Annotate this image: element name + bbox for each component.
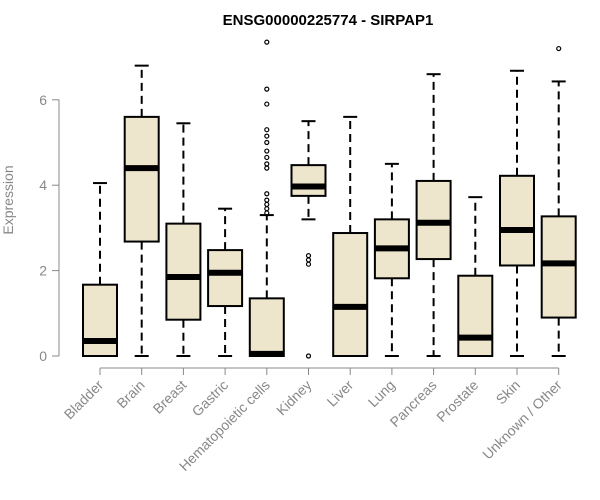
- x-tick-label: Breast: [150, 377, 190, 417]
- box-group: [373, 162, 410, 357]
- box-group: [499, 69, 535, 357]
- box-group: [415, 73, 452, 357]
- x-tick-label: Unknown / Other: [479, 377, 565, 463]
- box-iqr: [165, 222, 202, 321]
- box-iqr: [499, 174, 535, 267]
- x-tick-label: Liver: [324, 377, 357, 410]
- x-tick-label: Skin: [493, 377, 524, 408]
- outlier-point: [264, 191, 270, 197]
- y-tick-label: 4: [39, 177, 47, 193]
- box-group: [540, 45, 577, 357]
- outlier-point: [264, 197, 270, 203]
- box-iqr: [332, 232, 369, 357]
- box-iqr: [290, 164, 327, 197]
- box-group: [123, 64, 160, 357]
- outlier-point: [264, 206, 270, 212]
- box-iqr: [123, 115, 160, 243]
- outlier-point: [556, 45, 562, 52]
- outlier-point: [264, 133, 270, 139]
- y-tick-label: 2: [39, 263, 47, 279]
- outlier-point: [305, 253, 312, 259]
- box-group: [248, 39, 285, 358]
- box-group: [207, 207, 244, 357]
- outlier-point: [264, 39, 270, 45]
- outlier-point: [264, 86, 270, 92]
- outlier-point: [264, 139, 270, 146]
- box-group: [290, 120, 327, 359]
- x-tick-label: Kidney: [273, 377, 315, 419]
- box-group: [165, 122, 202, 357]
- box-iqr: [82, 283, 118, 358]
- box-iqr: [540, 215, 577, 319]
- box-iqr: [457, 274, 494, 357]
- chart-title: ENSG00000225774 - SIRPAP1: [223, 12, 434, 29]
- y-tick-label: 6: [39, 92, 47, 108]
- box-group: [332, 115, 369, 357]
- outlier-point: [305, 257, 312, 263]
- outlier-point: [264, 165, 270, 171]
- box-group: [457, 196, 494, 357]
- boxes: [82, 39, 577, 359]
- y-tick-label: 0: [39, 348, 47, 364]
- y-axis-label: Expression: [0, 165, 16, 234]
- x-tick-label: Brain: [113, 377, 147, 411]
- box-iqr: [207, 249, 244, 308]
- x-tick-label: Bladder: [61, 377, 107, 423]
- x-tick-label: Prostate: [433, 377, 481, 425]
- outlier-point: [264, 201, 270, 208]
- outlier-point: [264, 161, 270, 167]
- x-tick-label: Lung: [365, 377, 398, 410]
- outlier-point: [264, 127, 270, 133]
- outlier-point: [305, 261, 312, 267]
- box-group: [82, 182, 118, 358]
- outlier-point: [305, 353, 312, 359]
- outlier-point: [264, 148, 270, 154]
- y-axis: 0 2 4 6: [39, 92, 60, 364]
- outlier-point: [264, 101, 270, 107]
- outlier-point: [264, 154, 270, 161]
- box-iqr: [248, 297, 285, 358]
